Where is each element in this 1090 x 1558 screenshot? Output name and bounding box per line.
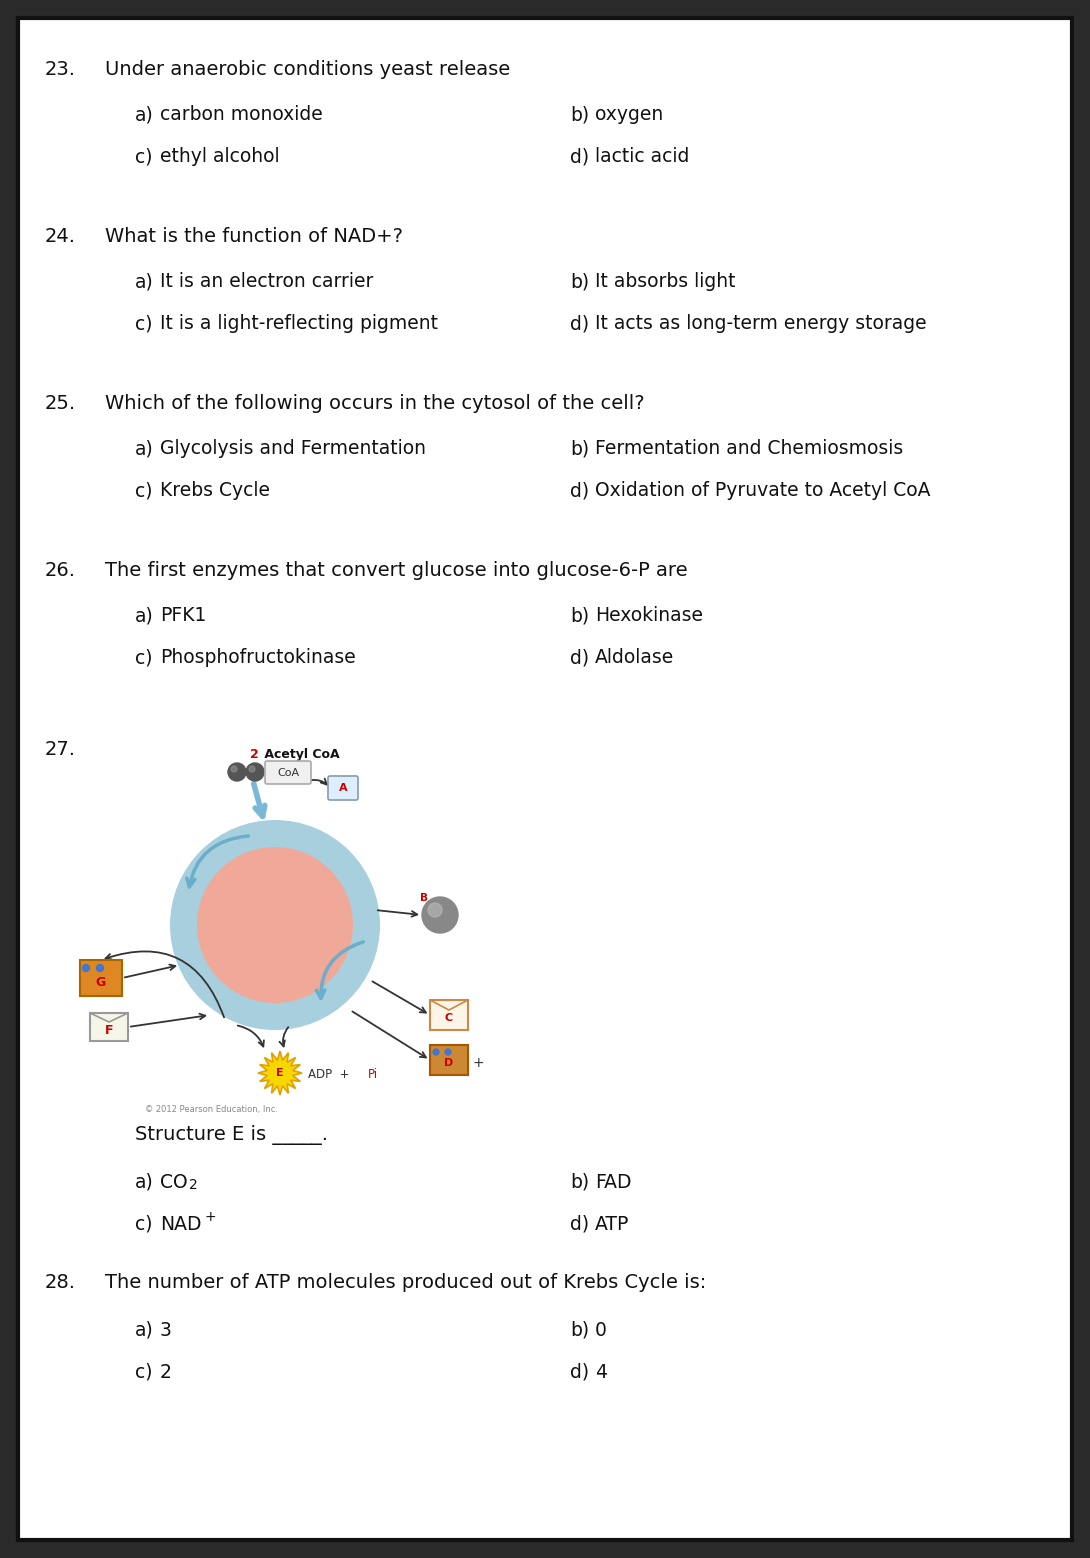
Text: 2: 2: [250, 748, 258, 760]
Text: 2: 2: [189, 1178, 197, 1192]
Text: PFK1: PFK1: [160, 606, 206, 625]
Text: carbon monoxide: carbon monoxide: [160, 104, 323, 125]
Text: Hexokinase: Hexokinase: [595, 606, 703, 625]
Text: lactic acid: lactic acid: [595, 146, 689, 167]
FancyBboxPatch shape: [80, 960, 122, 996]
FancyBboxPatch shape: [265, 760, 311, 784]
Text: G: G: [96, 975, 106, 988]
Text: © 2012 Pearson Education, Inc.: © 2012 Pearson Education, Inc.: [145, 1105, 278, 1114]
Circle shape: [231, 767, 237, 773]
Text: Oxidation of Pyruvate to Acetyl CoA: Oxidation of Pyruvate to Acetyl CoA: [595, 481, 931, 500]
Text: oxygen: oxygen: [595, 104, 663, 125]
FancyBboxPatch shape: [429, 1000, 468, 1030]
Text: +: +: [472, 1056, 484, 1070]
Text: NAD: NAD: [160, 1215, 202, 1234]
Text: ADP  +: ADP +: [308, 1069, 358, 1081]
Text: It absorbs light: It absorbs light: [595, 273, 736, 291]
Text: 4: 4: [595, 1363, 607, 1382]
Circle shape: [197, 848, 353, 1003]
Text: d): d): [570, 146, 589, 167]
Text: +: +: [204, 1211, 216, 1225]
Text: c): c): [135, 315, 153, 333]
Text: ATP: ATP: [595, 1215, 629, 1234]
Text: b): b): [570, 1321, 589, 1340]
Text: 3: 3: [160, 1321, 172, 1340]
Text: The number of ATP molecules produced out of Krebs Cycle is:: The number of ATP molecules produced out…: [105, 1273, 706, 1292]
Text: b): b): [570, 104, 589, 125]
Text: d): d): [570, 315, 589, 333]
Polygon shape: [258, 1052, 302, 1095]
Circle shape: [422, 897, 458, 933]
Text: CoA: CoA: [277, 768, 299, 777]
Text: b): b): [570, 1173, 589, 1192]
Circle shape: [97, 964, 104, 972]
Text: Fermentation and Chemiosmosis: Fermentation and Chemiosmosis: [595, 439, 904, 458]
Circle shape: [433, 1049, 439, 1055]
Text: The first enzymes that convert glucose into glucose-6-P are: The first enzymes that convert glucose i…: [105, 561, 688, 580]
Text: ethyl alcohol: ethyl alcohol: [160, 146, 280, 167]
Circle shape: [83, 964, 89, 972]
Text: a): a): [135, 1173, 154, 1192]
Text: c): c): [135, 146, 153, 167]
Text: Structure E is _____.: Structure E is _____.: [135, 1125, 328, 1145]
Text: Acetyl CoA: Acetyl CoA: [261, 748, 340, 760]
Text: a): a): [135, 1321, 154, 1340]
Text: c): c): [135, 1363, 153, 1382]
Text: a): a): [135, 439, 154, 458]
Text: b): b): [570, 606, 589, 625]
Text: Glycolysis and Fermentation: Glycolysis and Fermentation: [160, 439, 426, 458]
Circle shape: [170, 820, 380, 1030]
Circle shape: [246, 763, 264, 781]
Text: 26.: 26.: [45, 561, 76, 580]
Text: 28.: 28.: [45, 1273, 76, 1292]
Text: d): d): [570, 1363, 589, 1382]
Text: What is the function of NAD+?: What is the function of NAD+?: [105, 227, 403, 246]
Text: FAD: FAD: [595, 1173, 631, 1192]
Circle shape: [228, 763, 246, 781]
Text: It acts as long-term energy storage: It acts as long-term energy storage: [595, 315, 926, 333]
Circle shape: [445, 1049, 451, 1055]
Text: A: A: [339, 784, 348, 793]
Text: d): d): [570, 481, 589, 500]
Text: D: D: [445, 1058, 453, 1067]
Text: 23.: 23.: [45, 61, 76, 79]
Text: B: B: [420, 893, 428, 904]
Text: 27.: 27.: [45, 740, 76, 759]
FancyBboxPatch shape: [90, 1013, 128, 1041]
Text: b): b): [570, 273, 589, 291]
Text: CO: CO: [160, 1173, 187, 1192]
Text: d): d): [570, 648, 589, 667]
Circle shape: [428, 904, 443, 918]
Text: c): c): [135, 648, 153, 667]
Text: It is a light-reflecting pigment: It is a light-reflecting pigment: [160, 315, 438, 333]
Text: 0: 0: [595, 1321, 607, 1340]
Text: Phosphofructokinase: Phosphofructokinase: [160, 648, 355, 667]
Text: F: F: [105, 1024, 113, 1036]
Text: 2: 2: [160, 1363, 172, 1382]
Text: C: C: [445, 1013, 453, 1024]
Text: 25.: 25.: [45, 394, 76, 413]
Text: a): a): [135, 606, 154, 625]
Text: Krebs Cycle: Krebs Cycle: [160, 481, 270, 500]
Circle shape: [249, 767, 255, 773]
Text: c): c): [135, 1215, 153, 1234]
Text: Pi: Pi: [368, 1069, 378, 1081]
Text: 24.: 24.: [45, 227, 76, 246]
Text: a): a): [135, 104, 154, 125]
Text: It is an electron carrier: It is an electron carrier: [160, 273, 374, 291]
Text: d): d): [570, 1215, 589, 1234]
Text: b): b): [570, 439, 589, 458]
Text: E: E: [276, 1067, 283, 1078]
Text: a): a): [135, 273, 154, 291]
FancyBboxPatch shape: [328, 776, 358, 799]
Text: Which of the following occurs in the cytosol of the cell?: Which of the following occurs in the cyt…: [105, 394, 644, 413]
Text: Under anaerobic conditions yeast release: Under anaerobic conditions yeast release: [105, 61, 510, 79]
FancyBboxPatch shape: [429, 1045, 468, 1075]
Text: c): c): [135, 481, 153, 500]
Text: Aldolase: Aldolase: [595, 648, 675, 667]
